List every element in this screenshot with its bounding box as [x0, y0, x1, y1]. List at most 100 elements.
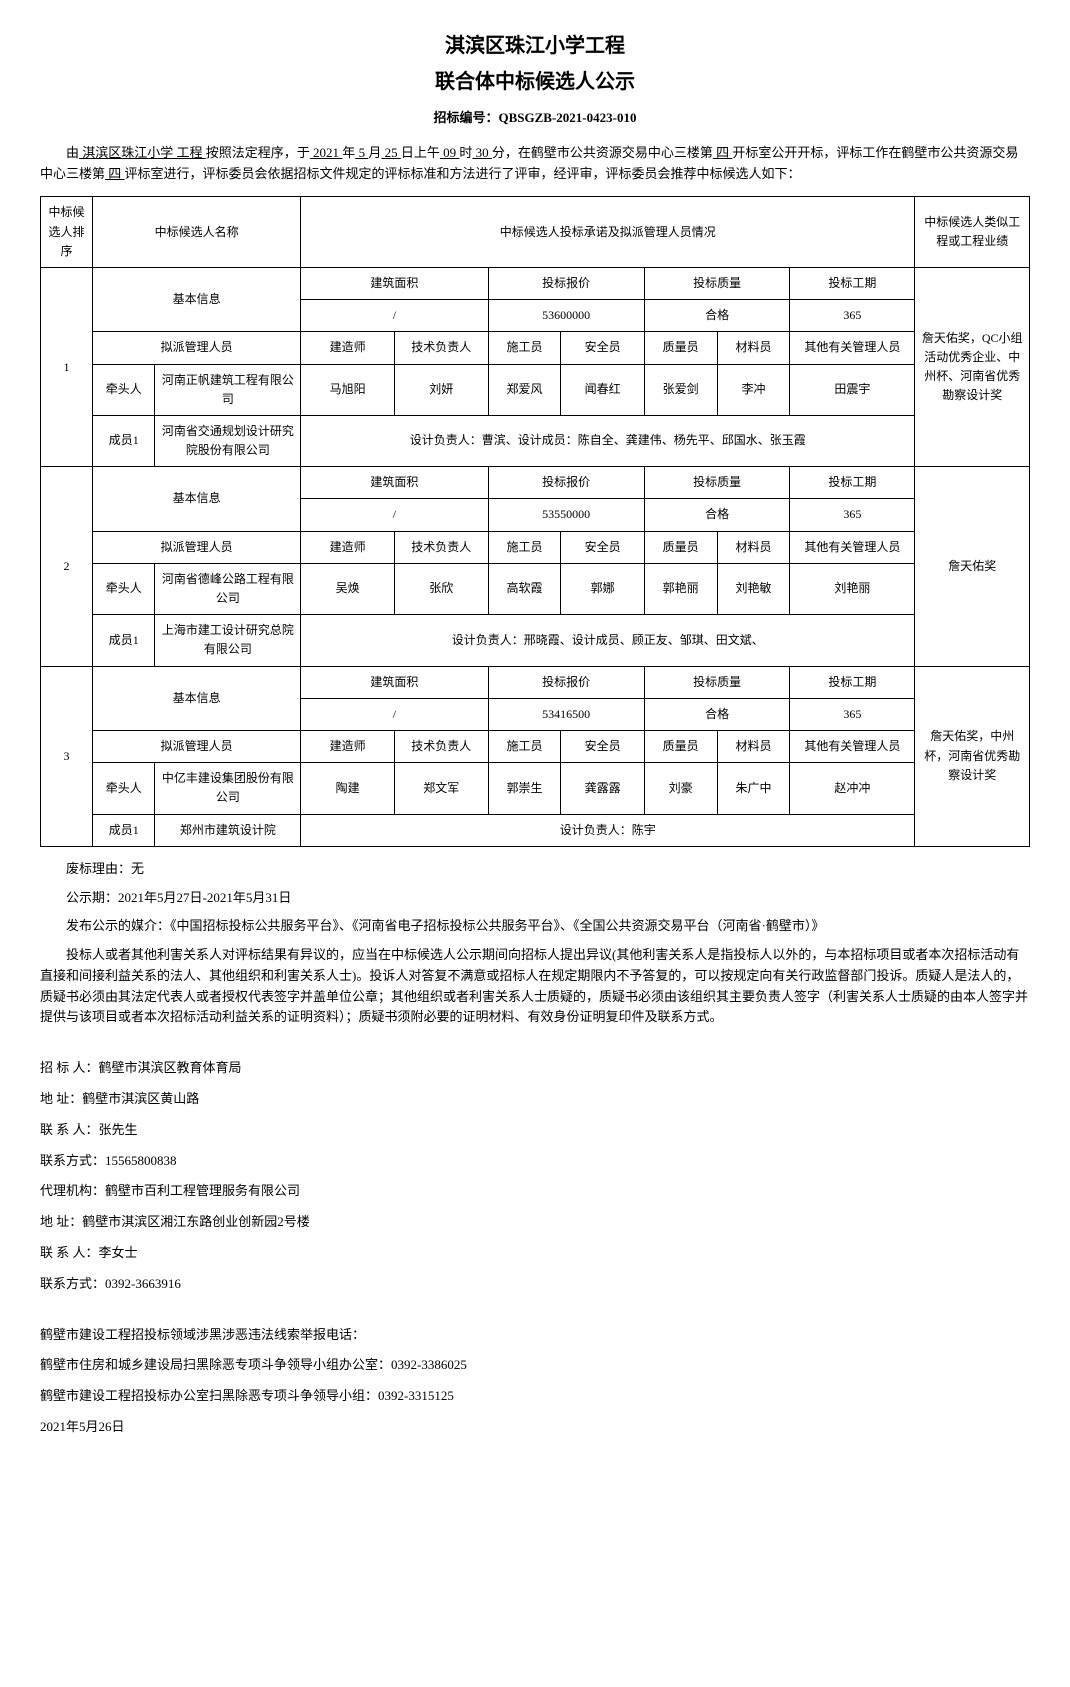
agent-line: 代理机构：鹤壁市百利工程管理服务有限公司 — [40, 1181, 1030, 1202]
c1-area-label: 建筑面积 — [301, 267, 488, 299]
hdr-rank: 中标候选人排序 — [41, 197, 93, 268]
c2-safety: 郭娜 — [561, 563, 644, 614]
c1-qc-label: 质量员 — [644, 332, 717, 364]
hdr-perf: 中标候选人类似工程或工程业绩 — [915, 197, 1030, 268]
c2-safety-label: 安全员 — [561, 531, 644, 563]
report-line-1: 鹤壁市住房和城乡建设局扫黑除恶专项斗争领导小组办公室：0392-3386025 — [40, 1355, 1030, 1376]
table-row: 成员1 郑州市建筑设计院 设计负责人：陈宇 — [41, 814, 1030, 846]
c2-perf: 詹天佑奖 — [915, 467, 1030, 666]
c1-safety: 闻春红 — [561, 364, 644, 415]
table-row: 拟派管理人员 建造师 技术负责人 施工员 安全员 质量员 材料员 其他有关管理人… — [41, 730, 1030, 762]
c1-perf: 詹天佑奖，QC小组活动优秀企业、中州杯、河南省优秀勘察设计奖 — [915, 267, 1030, 466]
table-row: 1 基本信息 建筑面积 投标报价 投标质量 投标工期 詹天佑奖，QC小组活动优秀… — [41, 267, 1030, 299]
c1-material-label: 材料员 — [717, 332, 790, 364]
c1-other: 田震宇 — [790, 364, 915, 415]
c3-lead-co: 中亿丰建设集团股份有限公司 — [155, 763, 301, 814]
c1-member-label: 成员1 — [93, 415, 155, 466]
owner-addr-line: 地 址：鹤壁市淇滨区黄山路 — [40, 1089, 1030, 1110]
c1-worker: 郑爱风 — [488, 364, 561, 415]
c1-qc: 张爱剑 — [644, 364, 717, 415]
c1-lead-co: 河南正帆建筑工程有限公司 — [155, 364, 301, 415]
c3-builder: 陶建 — [301, 763, 395, 814]
table-row: 牵头人 河南正帆建筑工程有限公司 马旭阳 刘妍 郑爱风 闻春红 张爱剑 李冲 田… — [41, 364, 1030, 415]
c2-other-label: 其他有关管理人员 — [790, 531, 915, 563]
table-row: 拟派管理人员 建造师 技术负责人 施工员 安全员 质量员 材料员 其他有关管理人… — [41, 531, 1030, 563]
reject-reason: 废标理由：无 — [40, 859, 1030, 880]
c2-worker: 高软霞 — [488, 563, 561, 614]
c3-material-label: 材料员 — [717, 730, 790, 762]
table-header-row: 中标候选人排序 中标候选人名称 中标候选人投标承诺及拟派管理人员情况 中标候选人… — [41, 197, 1030, 268]
agent-addr-line: 地 址：鹤壁市淇滨区湘江东路创业创新园2号楼 — [40, 1212, 1030, 1233]
table-row: 成员1 河南省交通规划设计研究院股份有限公司 设计负责人：曹滨、设计成员：陈自全… — [41, 415, 1030, 466]
c3-safety: 龚露露 — [561, 763, 644, 814]
c2-basic-label: 基本信息 — [93, 467, 301, 531]
publish-media: 发布公示的媒介：《中国招标投标公共服务平台》、《河南省电子招标投标公共服务平台》… — [40, 916, 1030, 937]
c2-tech: 张欣 — [394, 563, 488, 614]
hdr-name: 中标候选人名称 — [93, 197, 301, 268]
intro-paragraph: 由 淇滨区珠江小学 工程 按照法定程序，于 2021 年 5 月 25 日上午 … — [40, 143, 1030, 185]
c2-lead-label: 牵头人 — [93, 563, 155, 614]
c3-price-label: 投标报价 — [488, 666, 644, 698]
c2-area-label: 建筑面积 — [301, 467, 488, 499]
c1-other-label: 其他有关管理人员 — [790, 332, 915, 364]
c3-tech: 郑文军 — [394, 763, 488, 814]
c2-other: 刘艳丽 — [790, 563, 915, 614]
c3-qc-label: 质量员 — [644, 730, 717, 762]
c1-period: 365 — [790, 300, 915, 332]
owner-tel-line: 联系方式：15565800838 — [40, 1151, 1030, 1172]
agent-contact-line: 联 系 人：李女士 — [40, 1243, 1030, 1264]
c3-material: 朱广中 — [717, 763, 790, 814]
issue-date: 2021年5月26日 — [40, 1417, 1030, 1438]
c3-member-label: 成员1 — [93, 814, 155, 846]
c2-material-label: 材料员 — [717, 531, 790, 563]
c3-tech-label: 技术负责人 — [394, 730, 488, 762]
bid-no-label: 招标编号： — [434, 110, 499, 125]
c1-member-txt: 设计负责人：曹滨、设计成员：陈自全、龚建伟、杨先平、邱国水、张玉霞 — [301, 415, 915, 466]
table-row: 牵头人 中亿丰建设集团股份有限公司 陶建 郑文军 郭崇生 龚露露 刘豪 朱广中 … — [41, 763, 1030, 814]
page-title-2: 联合体中标候选人公示 — [40, 66, 1030, 98]
c1-price: 53600000 — [488, 300, 644, 332]
report-header: 鹤壁市建设工程招投标领域涉黑涉恶违法线索举报电话： — [40, 1325, 1030, 1346]
c2-area: / — [301, 499, 488, 531]
hdr-commit: 中标候选人投标承诺及拟派管理人员情况 — [301, 197, 915, 268]
c1-rank: 1 — [41, 267, 93, 466]
c1-member-co: 河南省交通规划设计研究院股份有限公司 — [155, 415, 301, 466]
table-row: 成员1 上海市建工设计研究总院有限公司 设计负责人：邢晓霞、设计成员、顾正友、邹… — [41, 615, 1030, 666]
c2-qc-label: 质量员 — [644, 531, 717, 563]
c1-builder-label: 建造师 — [301, 332, 395, 364]
bid-no-value: QBSGZB-2021-0423-010 — [499, 110, 637, 125]
c2-member-co: 上海市建工设计研究总院有限公司 — [155, 615, 301, 666]
footer-block: 招 标 人：鹤壁市淇滨区教育体育局 地 址：鹤壁市淇滨区黄山路 联 系 人：张先… — [40, 1058, 1030, 1438]
c2-builder: 吴焕 — [301, 563, 395, 614]
c1-lead-label: 牵头人 — [93, 364, 155, 415]
c2-member-txt: 设计负责人：邢晓霞、设计成员、顾正友、邹琪、田文斌、 — [301, 615, 915, 666]
c3-other-label: 其他有关管理人员 — [790, 730, 915, 762]
c2-period: 365 — [790, 499, 915, 531]
c1-safety-label: 安全员 — [561, 332, 644, 364]
c2-rank: 2 — [41, 467, 93, 666]
show-period: 公示期：2021年5月27日-2021年5月31日 — [40, 888, 1030, 909]
c1-price-label: 投标报价 — [488, 267, 644, 299]
c3-builder-label: 建造师 — [301, 730, 395, 762]
c1-tech-label: 技术负责人 — [394, 332, 488, 364]
c2-qc: 郭艳丽 — [644, 563, 717, 614]
c3-lead-label: 牵头人 — [93, 763, 155, 814]
c2-staff-label: 拟派管理人员 — [93, 531, 301, 563]
c1-tech: 刘妍 — [394, 364, 488, 415]
c1-quality-label: 投标质量 — [644, 267, 790, 299]
c2-tech-label: 技术负责人 — [394, 531, 488, 563]
c2-period-label: 投标工期 — [790, 467, 915, 499]
table-row: 拟派管理人员 建造师 技术负责人 施工员 安全员 质量员 材料员 其他有关管理人… — [41, 332, 1030, 364]
c3-staff-label: 拟派管理人员 — [93, 730, 301, 762]
c3-basic-label: 基本信息 — [93, 666, 301, 730]
c3-price: 53416500 — [488, 698, 644, 730]
c3-member-co: 郑州市建筑设计院 — [155, 814, 301, 846]
c3-quality: 合格 — [644, 698, 790, 730]
table-row: 牵头人 河南省德峰公路工程有限公司 吴焕 张欣 高软霞 郭娜 郭艳丽 刘艳敏 刘… — [41, 563, 1030, 614]
c3-safety-label: 安全员 — [561, 730, 644, 762]
c1-quality: 合格 — [644, 300, 790, 332]
objection-notice: 投标人或者其他利害关系人对评标结果有异议的，应当在中标候选人公示期间向招标人提出… — [40, 945, 1030, 1028]
c2-quality-label: 投标质量 — [644, 467, 790, 499]
table-row: 3 基本信息 建筑面积 投标报价 投标质量 投标工期 詹天佑奖，中州杯，河南省优… — [41, 666, 1030, 698]
c2-member-label: 成员1 — [93, 615, 155, 666]
